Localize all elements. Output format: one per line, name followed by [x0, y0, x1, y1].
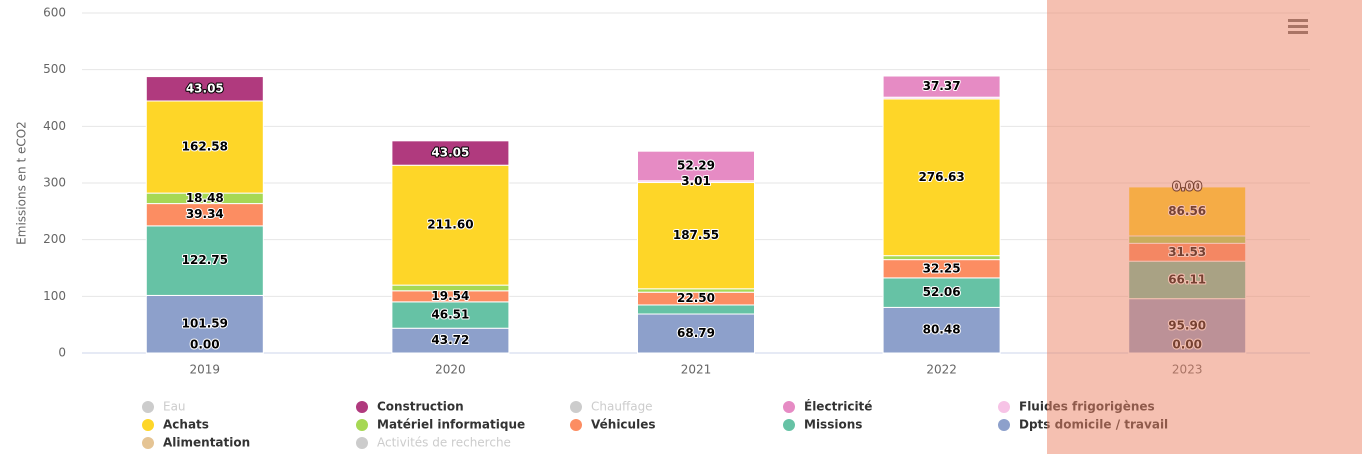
bar-segment	[1128, 235, 1247, 244]
legend-item[interactable]: Alimentation	[142, 436, 250, 450]
legend-label: Missions	[804, 418, 862, 432]
legend-item[interactable]: Activités de recherche	[356, 436, 511, 450]
legend-symbol	[142, 437, 154, 449]
data-label: 43.72	[431, 333, 469, 347]
data-label: 276.63	[918, 170, 964, 184]
legend-symbol	[783, 401, 795, 413]
legend-symbol	[570, 401, 582, 413]
legend-symbol	[783, 419, 795, 431]
y-tick-label: 600	[43, 6, 66, 20]
legend-label: Eau	[163, 400, 186, 414]
legend-item[interactable]: Achats	[142, 418, 209, 432]
bar-segment	[637, 150, 755, 182]
y-axis-label: Emissions en t eCO2	[15, 121, 29, 245]
x-tick-label: 2019	[190, 363, 221, 377]
data-label: 101.59	[182, 317, 228, 331]
legend-label: Électricité	[804, 399, 872, 414]
bar-segment	[391, 327, 510, 354]
legend-item[interactable]: Électricité	[783, 399, 872, 414]
data-label: 32.25	[923, 261, 961, 275]
bar-segment	[637, 182, 755, 290]
y-tick-label: 300	[43, 176, 66, 190]
legend-label: Fluides frigorigènes	[1019, 400, 1155, 414]
data-label: 187.55	[673, 228, 719, 242]
legend-symbol	[356, 437, 368, 449]
bar-segment	[637, 313, 755, 354]
legend-item[interactable]: Chauffage	[570, 400, 653, 414]
data-label: 95.90	[1168, 318, 1206, 332]
bar-segment	[882, 98, 1001, 257]
bars	[145, 75, 1247, 354]
bar-segment	[882, 277, 1001, 308]
data-label: 19.54	[431, 289, 469, 303]
data-label: 3.01	[681, 174, 711, 188]
legend-item[interactable]: Matériel informatique	[356, 418, 525, 432]
y-tick-label: 500	[43, 62, 66, 76]
legend-label: Matériel informatique	[377, 418, 525, 432]
data-label: 43.05	[186, 81, 224, 95]
data-label: 18.48	[186, 191, 224, 205]
legend-item[interactable]: Dpts domicile / travail	[998, 418, 1168, 432]
legend-item[interactable]: Construction	[356, 400, 464, 414]
legend-symbol	[356, 401, 368, 413]
data-label: 0.00	[1172, 338, 1202, 352]
x-tick-label: 2022	[926, 363, 957, 377]
y-tick-label: 0	[58, 346, 66, 360]
x-tick-label: 2020	[435, 363, 466, 377]
legend-label: Construction	[377, 400, 464, 414]
bar-segment	[145, 294, 264, 354]
bar-segment	[145, 225, 264, 296]
data-label: 0.00	[190, 338, 220, 352]
legend: Eau Construction Chauffage Électricité Fluid…	[142, 399, 1168, 450]
y-tick-label: 200	[43, 232, 66, 246]
legend-item[interactable]: Missions	[783, 418, 862, 432]
legend-symbol	[356, 419, 368, 431]
data-label: 22.50	[677, 291, 715, 305]
data-label: 68.79	[677, 326, 715, 340]
legend-label: Activités de recherche	[377, 436, 511, 450]
legend-symbol	[998, 401, 1010, 413]
legend-label: Dpts domicile / travail	[1019, 418, 1168, 432]
data-label: 162.58	[182, 140, 228, 154]
data-label: 86.56	[1168, 204, 1206, 218]
legend-item[interactable]: Eau	[142, 400, 186, 414]
legend-item[interactable]: Fluides frigorigènes	[998, 400, 1155, 414]
data-label: 46.51	[431, 308, 469, 322]
legend-item[interactable]: Véhicules	[570, 418, 655, 432]
bar-segment	[882, 255, 1001, 261]
data-label: 52.06	[923, 285, 961, 299]
x-tick-label: 2021	[681, 363, 712, 377]
data-label: 0.00	[1172, 179, 1202, 193]
data-label: 31.53	[1168, 245, 1206, 259]
y-tick-label: 400	[43, 119, 66, 133]
legend-symbol	[142, 419, 154, 431]
legend-symbol	[142, 401, 154, 413]
data-label: 80.48	[923, 323, 961, 337]
legend-label: Chauffage	[591, 400, 653, 414]
bar-segment	[882, 306, 1001, 354]
bar-segment	[882, 75, 1001, 98]
menu-icon[interactable]	[1288, 19, 1308, 34]
legend-label: Achats	[163, 418, 209, 432]
data-label: 39.34	[186, 207, 224, 221]
bar-segment	[145, 100, 264, 194]
bar-segment	[145, 76, 264, 102]
data-label: 43.05	[431, 146, 469, 160]
data-label: 66.11	[1168, 272, 1206, 286]
bar-segment	[391, 301, 510, 329]
x-tick-label: 2023	[1172, 363, 1203, 377]
legend-symbol	[570, 419, 582, 431]
legend-label: Véhicules	[591, 418, 655, 432]
data-label: 52.29	[677, 159, 715, 173]
bar-segment	[391, 140, 510, 166]
y-tick-label: 100	[43, 289, 66, 303]
bar-segment	[637, 304, 755, 315]
legend-symbol	[998, 419, 1010, 431]
data-label: 211.60	[427, 218, 473, 232]
legend-label: Alimentation	[163, 436, 250, 450]
data-label: 37.37	[923, 79, 961, 93]
data-label: 122.75	[182, 253, 228, 267]
